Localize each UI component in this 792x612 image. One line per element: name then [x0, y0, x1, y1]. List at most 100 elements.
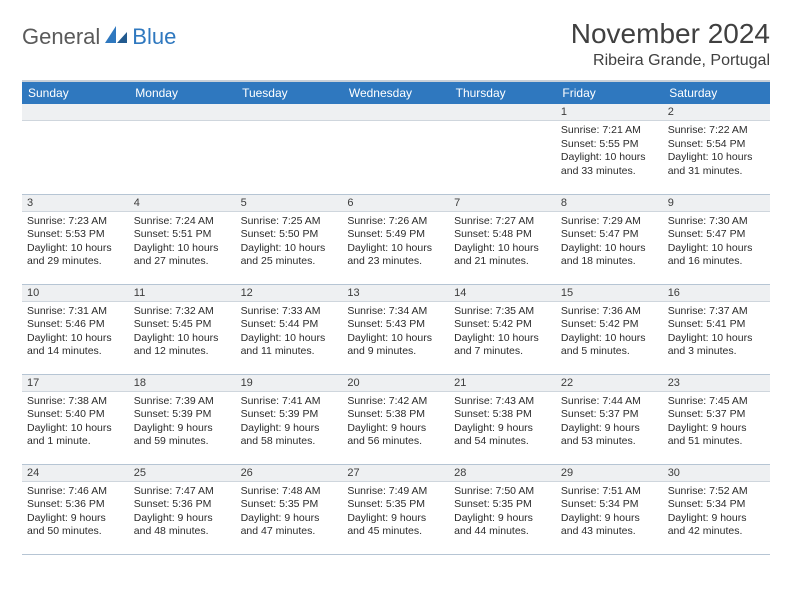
day-details: Sunrise: 7:29 AMSunset: 5:47 PMDaylight:… — [556, 212, 663, 274]
day-details: Sunrise: 7:33 AMSunset: 5:44 PMDaylight:… — [236, 302, 343, 364]
sunrise-text: Sunrise: 7:42 AM — [347, 395, 444, 409]
sunrise-text: Sunrise: 7:22 AM — [668, 124, 765, 138]
sunset-text: Sunset: 5:50 PM — [241, 228, 338, 242]
day-number: 6 — [342, 195, 449, 212]
daylight-text: Daylight: 9 hours and 44 minutes. — [454, 512, 551, 539]
daylight-text: Daylight: 9 hours and 56 minutes. — [347, 422, 444, 449]
daylight-text: Daylight: 9 hours and 58 minutes. — [241, 422, 338, 449]
sunset-text: Sunset: 5:39 PM — [241, 408, 338, 422]
calendar-day-cell — [129, 104, 236, 194]
sunset-text: Sunset: 5:35 PM — [454, 498, 551, 512]
sunset-text: Sunset: 5:45 PM — [134, 318, 231, 332]
daylight-text: Daylight: 10 hours and 31 minutes. — [668, 151, 765, 178]
sunset-text: Sunset: 5:51 PM — [134, 228, 231, 242]
sunrise-text: Sunrise: 7:34 AM — [347, 305, 444, 319]
sunrise-text: Sunrise: 7:49 AM — [347, 485, 444, 499]
calendar-day-cell: 8Sunrise: 7:29 AMSunset: 5:47 PMDaylight… — [556, 194, 663, 284]
day-number: 29 — [556, 465, 663, 482]
calendar-day-cell: 5Sunrise: 7:25 AMSunset: 5:50 PMDaylight… — [236, 194, 343, 284]
brand-part1: General — [22, 24, 100, 50]
day-number: 23 — [663, 375, 770, 392]
day-number: 16 — [663, 285, 770, 302]
sunset-text: Sunset: 5:37 PM — [668, 408, 765, 422]
daylight-text: Daylight: 10 hours and 1 minute. — [27, 422, 124, 449]
weekday-header: Friday — [556, 82, 663, 104]
day-number: 13 — [342, 285, 449, 302]
day-number: 30 — [663, 465, 770, 482]
daylight-text: Daylight: 10 hours and 3 minutes. — [668, 332, 765, 359]
sunset-text: Sunset: 5:34 PM — [668, 498, 765, 512]
daylight-text: Daylight: 10 hours and 33 minutes. — [561, 151, 658, 178]
daylight-text: Daylight: 10 hours and 23 minutes. — [347, 242, 444, 269]
daylight-text: Daylight: 9 hours and 54 minutes. — [454, 422, 551, 449]
day-number: 17 — [22, 375, 129, 392]
sunset-text: Sunset: 5:49 PM — [347, 228, 444, 242]
day-details: Sunrise: 7:52 AMSunset: 5:34 PMDaylight:… — [663, 482, 770, 544]
sunrise-text: Sunrise: 7:46 AM — [27, 485, 124, 499]
sunrise-text: Sunrise: 7:39 AM — [134, 395, 231, 409]
day-details: Sunrise: 7:25 AMSunset: 5:50 PMDaylight:… — [236, 212, 343, 274]
brand-logo: General Blue — [22, 24, 176, 50]
calendar-week-row: 1Sunrise: 7:21 AMSunset: 5:55 PMDaylight… — [22, 104, 770, 194]
calendar-week-row: 10Sunrise: 7:31 AMSunset: 5:46 PMDayligh… — [22, 284, 770, 374]
calendar-day-cell: 10Sunrise: 7:31 AMSunset: 5:46 PMDayligh… — [22, 284, 129, 374]
sunrise-text: Sunrise: 7:52 AM — [668, 485, 765, 499]
sunrise-text: Sunrise: 7:37 AM — [668, 305, 765, 319]
calendar-day-cell: 2Sunrise: 7:22 AMSunset: 5:54 PMDaylight… — [663, 104, 770, 194]
day-details: Sunrise: 7:44 AMSunset: 5:37 PMDaylight:… — [556, 392, 663, 454]
day-details: Sunrise: 7:42 AMSunset: 5:38 PMDaylight:… — [342, 392, 449, 454]
sunset-text: Sunset: 5:36 PM — [27, 498, 124, 512]
sunrise-text: Sunrise: 7:27 AM — [454, 215, 551, 229]
weekday-header: Saturday — [663, 82, 770, 104]
sunrise-text: Sunrise: 7:25 AM — [241, 215, 338, 229]
weekday-header-row: Sunday Monday Tuesday Wednesday Thursday… — [22, 82, 770, 104]
day-number: 8 — [556, 195, 663, 212]
day-number: 22 — [556, 375, 663, 392]
sunset-text: Sunset: 5:35 PM — [347, 498, 444, 512]
calendar-day-cell: 19Sunrise: 7:41 AMSunset: 5:39 PMDayligh… — [236, 374, 343, 464]
day-details: Sunrise: 7:39 AMSunset: 5:39 PMDaylight:… — [129, 392, 236, 454]
daylight-text: Daylight: 9 hours and 47 minutes. — [241, 512, 338, 539]
day-number: 10 — [22, 285, 129, 302]
day-details: Sunrise: 7:43 AMSunset: 5:38 PMDaylight:… — [449, 392, 556, 454]
sunset-text: Sunset: 5:39 PM — [134, 408, 231, 422]
calendar-day-cell: 29Sunrise: 7:51 AMSunset: 5:34 PMDayligh… — [556, 464, 663, 554]
calendar-day-cell: 28Sunrise: 7:50 AMSunset: 5:35 PMDayligh… — [449, 464, 556, 554]
sunrise-text: Sunrise: 7:32 AM — [134, 305, 231, 319]
day-number: 7 — [449, 195, 556, 212]
sunrise-text: Sunrise: 7:48 AM — [241, 485, 338, 499]
calendar-day-cell: 13Sunrise: 7:34 AMSunset: 5:43 PMDayligh… — [342, 284, 449, 374]
calendar-day-cell: 22Sunrise: 7:44 AMSunset: 5:37 PMDayligh… — [556, 374, 663, 464]
calendar-day-cell: 4Sunrise: 7:24 AMSunset: 5:51 PMDaylight… — [129, 194, 236, 284]
daylight-text: Daylight: 10 hours and 16 minutes. — [668, 242, 765, 269]
sunrise-text: Sunrise: 7:45 AM — [668, 395, 765, 409]
calendar-day-cell: 30Sunrise: 7:52 AMSunset: 5:34 PMDayligh… — [663, 464, 770, 554]
sunrise-text: Sunrise: 7:47 AM — [134, 485, 231, 499]
sunrise-text: Sunrise: 7:38 AM — [27, 395, 124, 409]
header: General Blue November 2024 Ribeira Grand… — [22, 18, 770, 70]
day-details: Sunrise: 7:32 AMSunset: 5:45 PMDaylight:… — [129, 302, 236, 364]
day-details: Sunrise: 7:26 AMSunset: 5:49 PMDaylight:… — [342, 212, 449, 274]
sunrise-text: Sunrise: 7:31 AM — [27, 305, 124, 319]
calendar-day-cell — [449, 104, 556, 194]
calendar-day-cell: 16Sunrise: 7:37 AMSunset: 5:41 PMDayligh… — [663, 284, 770, 374]
day-number: 28 — [449, 465, 556, 482]
weekday-header: Tuesday — [236, 82, 343, 104]
day-number: 25 — [129, 465, 236, 482]
day-number: 14 — [449, 285, 556, 302]
month-title: November 2024 — [571, 18, 770, 50]
day-number: 12 — [236, 285, 343, 302]
title-block: November 2024 Ribeira Grande, Portugal — [571, 18, 770, 70]
calendar-day-cell: 23Sunrise: 7:45 AMSunset: 5:37 PMDayligh… — [663, 374, 770, 464]
calendar-table: Sunday Monday Tuesday Wednesday Thursday… — [22, 82, 770, 555]
day-number: 3 — [22, 195, 129, 212]
calendar-day-cell: 24Sunrise: 7:46 AMSunset: 5:36 PMDayligh… — [22, 464, 129, 554]
sunset-text: Sunset: 5:47 PM — [561, 228, 658, 242]
sunrise-text: Sunrise: 7:21 AM — [561, 124, 658, 138]
daylight-text: Daylight: 10 hours and 21 minutes. — [454, 242, 551, 269]
daylight-text: Daylight: 9 hours and 42 minutes. — [668, 512, 765, 539]
sunrise-text: Sunrise: 7:44 AM — [561, 395, 658, 409]
day-number: 2 — [663, 104, 770, 121]
calendar-day-cell: 14Sunrise: 7:35 AMSunset: 5:42 PMDayligh… — [449, 284, 556, 374]
sunset-text: Sunset: 5:53 PM — [27, 228, 124, 242]
